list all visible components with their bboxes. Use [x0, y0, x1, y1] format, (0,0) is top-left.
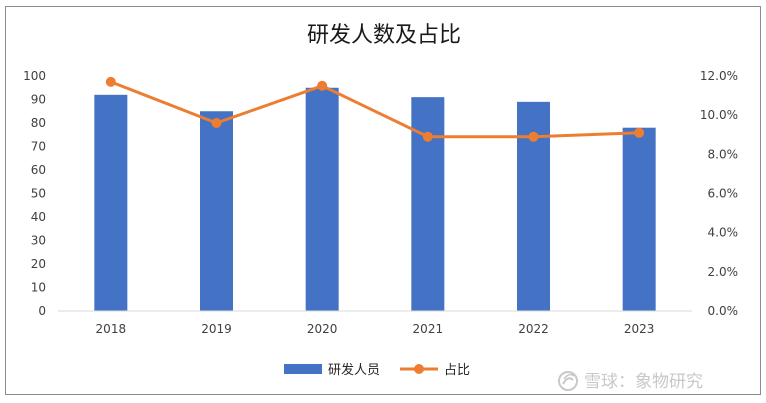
y-right-tick-label: 12.0% [700, 69, 738, 83]
y-left-tick-label: 30 [31, 234, 46, 248]
watermark-text: 雪球：象物研究 [584, 372, 703, 392]
line-point [528, 131, 539, 142]
y-right-tick-label: 10.0% [700, 108, 738, 122]
x-tick-label: 2018 [96, 322, 127, 336]
y-left-tick-label: 60 [31, 163, 46, 177]
bar [411, 97, 445, 312]
bar [200, 111, 233, 311]
y-right-tick-label: 6.0% [708, 187, 739, 201]
y-left-tick-label: 80 [31, 116, 46, 130]
bar [305, 87, 339, 311]
y-right-tick-label: 4.0% [708, 226, 739, 240]
chart-frame: 研发人数及占比 0 10 20 30 40 50 60 70 80 90 100 0.0% 2.0% 4.… [5, 6, 761, 395]
legend-swatch-bar [284, 364, 322, 374]
y-left-tick-label: 10 [31, 281, 46, 295]
y-left-tick-label: 50 [31, 187, 46, 201]
legend: 研发人员 占比 [284, 362, 470, 378]
x-tick-label: 2019 [201, 322, 232, 336]
watermark: 雪球：象物研究 [558, 371, 703, 392]
y-right-tick-label: 8.0% [708, 147, 739, 161]
legend-label-bar: 研发人员 [328, 362, 380, 378]
x-tick-label: 2022 [518, 322, 549, 336]
series-line [110, 80, 640, 139]
bar [94, 94, 128, 311]
bar [622, 127, 656, 311]
line-point [317, 80, 328, 91]
x-tick-label: 2021 [413, 322, 444, 336]
y-left-tick-label: 100 [23, 69, 46, 83]
chart-svg: 研发人数及占比 0 10 20 30 40 50 60 70 80 90 100 0.0% 2.0% 4.… [23, 23, 738, 392]
y-left-tick-label: 20 [31, 257, 46, 271]
snowball-logo-icon [558, 371, 578, 391]
y-left-tick-label: 0 [38, 304, 46, 318]
line-point [105, 76, 116, 87]
y-left-tick-label: 40 [31, 210, 46, 224]
y-left-tick-label: 90 [31, 93, 46, 107]
x-tick-label: 2023 [624, 322, 655, 336]
plot-area: 0 10 20 30 40 50 60 70 80 90 100 0.0% 2.0% 4.0% 6.0% 8.… [23, 69, 738, 336]
chart-title: 研发人数及占比 [307, 23, 461, 48]
line-point [634, 127, 645, 138]
line-point [422, 131, 433, 142]
y-left-tick-label: 70 [31, 140, 46, 154]
legend-swatch-marker [414, 364, 424, 374]
y-right-tick-label: 2.0% [708, 265, 739, 279]
x-tick-label: 2020 [307, 322, 338, 336]
line-point [211, 118, 222, 128]
y-right-tick-label: 0.0% [708, 304, 739, 318]
legend-label-line: 占比 [444, 363, 470, 378]
